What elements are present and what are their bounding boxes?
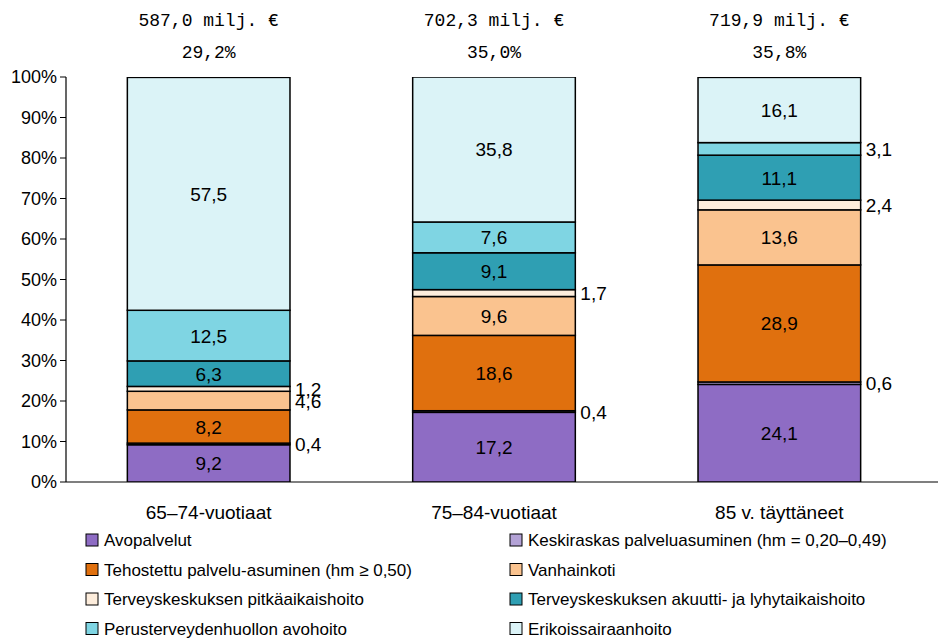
y-tick-label: 30% bbox=[21, 351, 57, 371]
y-tick bbox=[60, 320, 66, 321]
bar-segment bbox=[127, 310, 290, 361]
bar-segment bbox=[698, 265, 861, 382]
bars bbox=[127, 77, 860, 482]
y-tick bbox=[60, 360, 66, 361]
legend-swatch bbox=[510, 564, 522, 576]
bar-segment bbox=[698, 143, 861, 156]
data-label: 3,1 bbox=[866, 139, 892, 160]
bar-segment bbox=[413, 77, 576, 222]
bar-segment bbox=[413, 222, 576, 253]
y-tick bbox=[60, 239, 66, 240]
x-tick-label: 75–84-vuotiaat bbox=[431, 502, 557, 523]
data-label: 7,6 bbox=[481, 227, 507, 248]
legend-label: Avopalvelut bbox=[104, 531, 192, 550]
legend-label: Perusterveydenhuollon avohoito bbox=[104, 620, 347, 639]
data-label: 24,1 bbox=[761, 423, 798, 444]
legend-label: Keskiraskas palveluasuminen (hm = 0,20–0… bbox=[528, 531, 887, 550]
legend-label: Terveyskeskuksen akuutti- ja lyhytaikais… bbox=[528, 590, 865, 609]
bar-segment bbox=[698, 384, 861, 482]
legend-swatch bbox=[86, 534, 98, 546]
legend-swatch bbox=[510, 534, 522, 546]
data-label: 57,5 bbox=[190, 184, 227, 205]
y-tick bbox=[60, 482, 66, 483]
data-label: 13,6 bbox=[761, 227, 798, 248]
legend-label: Vanhainkoti bbox=[528, 561, 616, 580]
data-label: 6,3 bbox=[195, 364, 221, 385]
data-label: 9,1 bbox=[481, 261, 507, 282]
y-axis-line bbox=[65, 77, 66, 482]
y-tick-label: 50% bbox=[21, 270, 57, 290]
data-label: 0,6 bbox=[866, 373, 892, 394]
data-label: 12,5 bbox=[190, 326, 227, 347]
legend-swatch bbox=[510, 593, 522, 605]
annotation: 702,3 milj. € bbox=[424, 11, 564, 31]
annotation: 35,0% bbox=[467, 43, 521, 63]
data-labels: 9,20,48,24,61,26,312,557,517,20,418,69,6… bbox=[190, 100, 892, 474]
y-tick-label: 40% bbox=[21, 310, 57, 330]
y-tick bbox=[60, 117, 66, 118]
data-label: 35,8 bbox=[476, 139, 513, 160]
y-tick bbox=[60, 279, 66, 280]
annotation: 719,9 milj. € bbox=[709, 11, 849, 31]
legend-swatch bbox=[86, 593, 98, 605]
y-tick bbox=[60, 158, 66, 159]
y-tick bbox=[60, 198, 66, 199]
data-label: 9,6 bbox=[481, 306, 507, 327]
y-tick bbox=[60, 77, 66, 78]
chart: 0% 10% 20% 30% 40% 50% 60% 70% 80% 90% 100% 9,2 0,4 8… bbox=[0, 0, 938, 643]
data-label: 17,2 bbox=[476, 437, 513, 458]
legend-label: Terveyskeskuksen pitkäaikaishoito bbox=[104, 590, 364, 609]
y-tick bbox=[60, 441, 66, 442]
legend-label: Erikoissairaanhoito bbox=[528, 620, 672, 639]
y-tick-label: 100% bbox=[11, 67, 57, 87]
data-label: 8,2 bbox=[195, 417, 221, 438]
data-label: 0,4 bbox=[295, 434, 322, 455]
bar-segment bbox=[413, 412, 576, 482]
y-tick-label: 60% bbox=[21, 229, 57, 249]
y-tick-label: 70% bbox=[21, 189, 57, 209]
bar-segment bbox=[413, 253, 576, 290]
data-label: 11,1 bbox=[762, 168, 798, 189]
legend-swatch bbox=[510, 623, 522, 635]
bar-segment bbox=[413, 335, 576, 410]
x-axis: 65–74-vuotiaat 75–84-vuotiaat 85 v. täyttä… bbox=[146, 502, 844, 523]
bar-segment bbox=[698, 155, 861, 200]
data-label: 0,4 bbox=[580, 402, 607, 423]
y-tick-label: 10% bbox=[21, 432, 57, 452]
y-tick-label: 20% bbox=[21, 391, 57, 411]
data-label: 2,4 bbox=[866, 195, 893, 216]
bar-segment bbox=[127, 445, 290, 482]
y-tick-label: 0% bbox=[31, 472, 57, 492]
annotation: 587,0 milj. € bbox=[138, 11, 278, 31]
data-label: 9,2 bbox=[195, 453, 221, 474]
y-tick bbox=[60, 401, 66, 402]
bar-segment bbox=[413, 297, 576, 336]
legend-swatch bbox=[86, 564, 98, 576]
y-tick-label: 80% bbox=[21, 148, 57, 168]
y-tick-label: 90% bbox=[21, 108, 57, 128]
legend-swatch bbox=[86, 623, 98, 635]
x-tick-label: 65–74-vuotiaat bbox=[146, 502, 272, 523]
annotations: 587,0 milj. € 29,2% 702,3 milj. € 35,0% 719,… bbox=[138, 11, 849, 63]
annotation: 35,8% bbox=[752, 43, 806, 63]
bar-segment bbox=[698, 200, 861, 210]
x-tick-label: 85 v. täyttäneet bbox=[715, 502, 844, 523]
data-label: 16,1 bbox=[761, 100, 798, 121]
data-label: 28,9 bbox=[761, 313, 798, 334]
data-label: 1,2 bbox=[295, 379, 321, 400]
bar-segment bbox=[127, 77, 290, 310]
bar-segment bbox=[127, 361, 290, 387]
bar-segment bbox=[127, 391, 290, 410]
bar-segment bbox=[698, 210, 861, 265]
data-label: 18,6 bbox=[476, 363, 513, 384]
bar-segment bbox=[127, 410, 290, 443]
bar-segment bbox=[413, 290, 576, 297]
annotation: 29,2% bbox=[182, 43, 236, 63]
legend-label: Tehostettu palvelu-asuminen (hm ≥ 0,50) bbox=[104, 561, 412, 580]
legend: Avopalvelut Keskiraskas palveluasuminen (… bbox=[86, 531, 887, 639]
data-label: 1,7 bbox=[580, 283, 606, 304]
y-axis: 0% 10% 20% 30% 40% 50% 60% 70% 80% 90% 100% bbox=[11, 67, 938, 492]
bar-segment bbox=[698, 77, 861, 142]
